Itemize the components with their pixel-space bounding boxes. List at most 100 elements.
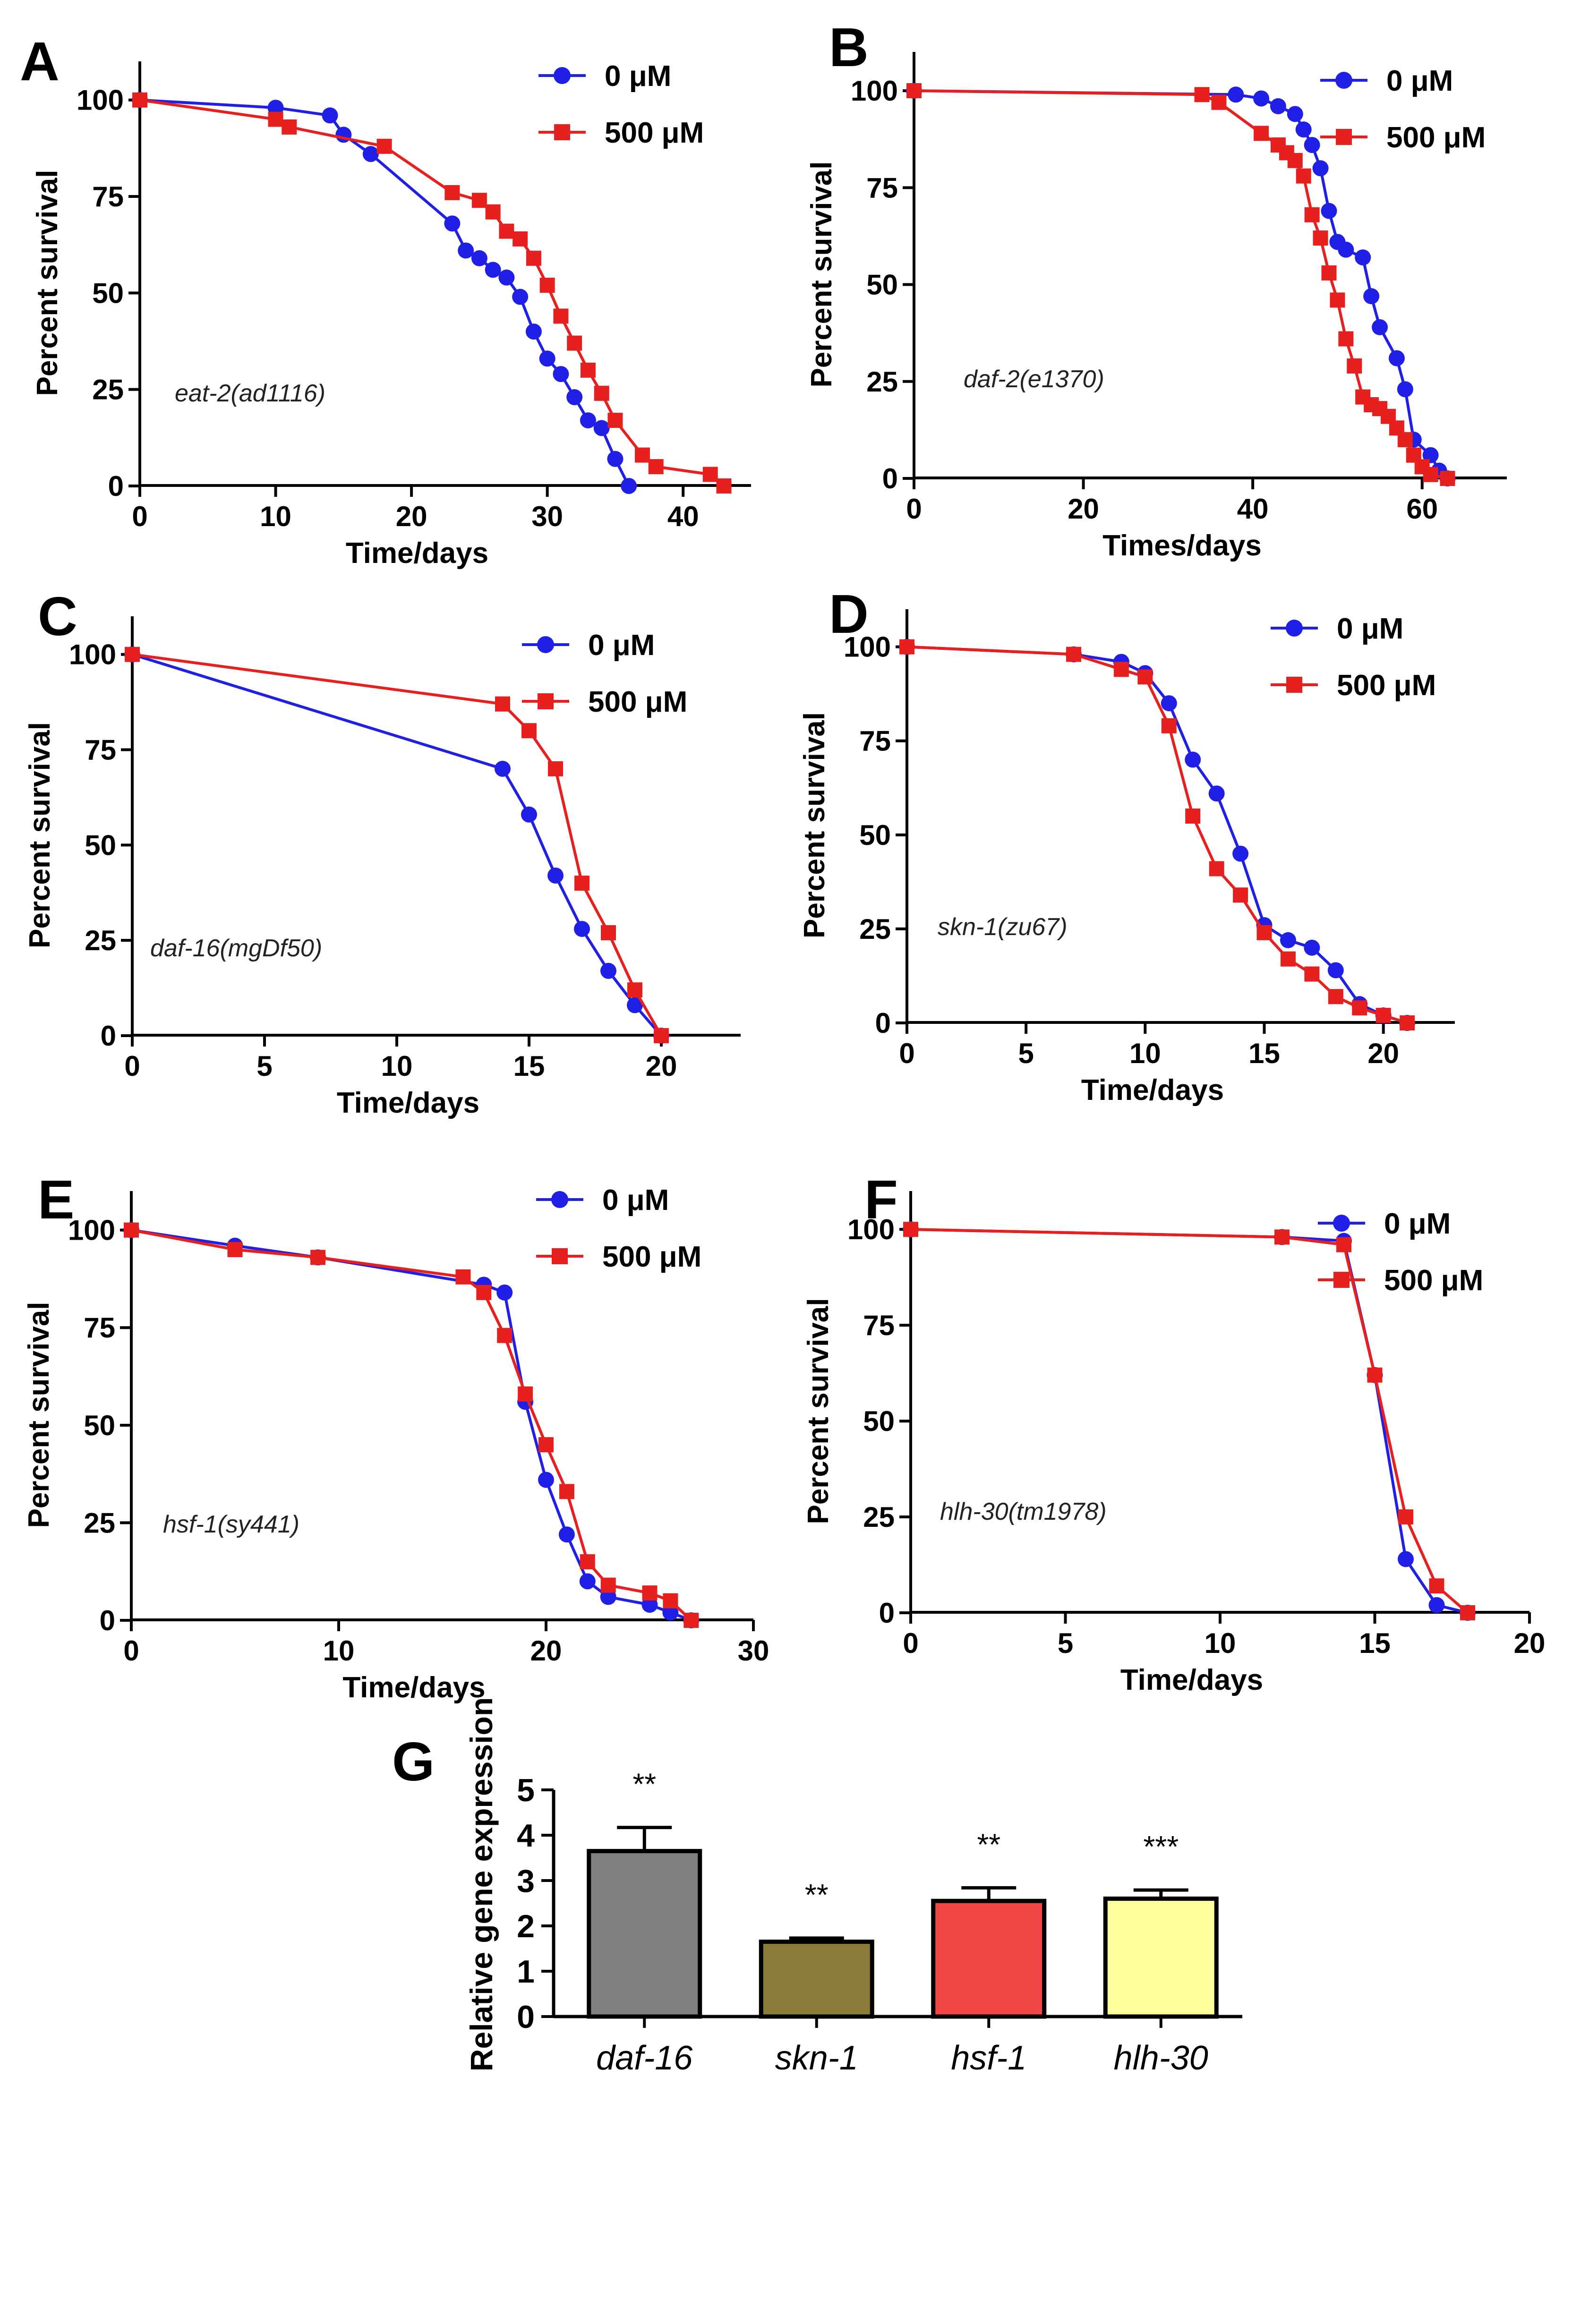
data-point: [485, 204, 501, 220]
x-tick-label: 40: [667, 501, 699, 532]
y-tick-label: 75: [863, 1310, 895, 1341]
legend-label: 0 μM: [1386, 65, 1453, 97]
data-point: [683, 1613, 699, 1628]
legend-marker: [554, 67, 571, 84]
y-tick-label: 25: [859, 913, 891, 945]
y-tick-label: 100: [851, 75, 898, 107]
data-point: [1256, 925, 1272, 940]
series-treated: [124, 1222, 699, 1628]
data-point: [1208, 785, 1225, 802]
x-axis-title: Time/days: [346, 537, 488, 570]
data-point: [1209, 861, 1224, 877]
category-label: hlh-30: [1114, 2039, 1208, 2077]
panel-c: C 0 25 50 75 100 0 5 10 15 20 Percent survival Time/…: [24, 586, 741, 1119]
y-tick-label: 25: [85, 925, 116, 956]
data-point: [547, 867, 564, 884]
legend-label: 500 μM: [1337, 669, 1436, 702]
data-point: [1161, 695, 1177, 712]
data-point: [553, 308, 569, 324]
data-point: [1330, 292, 1345, 308]
data-point: [1460, 1605, 1475, 1620]
y-tick-label: 50: [863, 1405, 895, 1437]
data-point: [458, 242, 474, 259]
legend: 0 μM 500 μM: [522, 629, 687, 718]
x-axis-title: Time/days: [1081, 1074, 1224, 1107]
data-point: [376, 138, 392, 154]
x-tick-label: 10: [1205, 1627, 1236, 1659]
y-tick-label: 75: [866, 172, 898, 204]
data-point: [526, 250, 541, 266]
y-tick-label: 0: [517, 1999, 535, 2035]
strain-label: hsf-1(sy441): [163, 1511, 299, 1538]
x-tick-label: 0: [124, 1050, 140, 1082]
legend-marker: [1333, 1215, 1350, 1232]
x-tick-label: 20: [1367, 1038, 1399, 1069]
panel-letter: E: [38, 1169, 74, 1230]
data-point: [1321, 265, 1337, 281]
data-point: [124, 1222, 139, 1238]
legend-marker: [1286, 620, 1303, 637]
data-point: [495, 696, 510, 712]
x-tick-label: 20: [396, 501, 427, 532]
panel-f: F 0 25 50 75 100 0 5 10 15 20 Percent survival Time/…: [802, 1169, 1545, 1696]
legend-label: 0 μM: [1337, 613, 1403, 645]
data-point: [548, 761, 563, 776]
data-point: [1233, 887, 1248, 903]
y-axis-title: Percent survival: [805, 161, 838, 387]
y-tick-label: 50: [85, 829, 116, 861]
data-point: [716, 478, 732, 494]
data-point: [1304, 137, 1320, 153]
panel-g: G 0 1 2 3 4 5 Relative gene expression ** daf-16 *…: [392, 1697, 1242, 2077]
x-tick-label: 30: [531, 501, 563, 532]
data-point: [1304, 207, 1320, 222]
data-point: [1338, 331, 1354, 347]
data-point: [1367, 1367, 1383, 1383]
data-point: [499, 223, 514, 239]
data-point: [567, 335, 582, 351]
data-point: [1397, 381, 1413, 398]
legend-label: 0 μM: [1384, 1208, 1451, 1240]
y-tick-label: 25: [92, 374, 124, 406]
data-point: [553, 366, 569, 382]
bar-hsf-1: [931, 1898, 1047, 2019]
data-point: [1270, 98, 1286, 114]
data-point: [1254, 126, 1269, 141]
data-point: [558, 1526, 575, 1543]
data-point: [1185, 751, 1201, 768]
y-tick-label: 5: [517, 1772, 535, 1808]
series-treated: [125, 647, 669, 1043]
data-point: [580, 362, 596, 378]
x-tick-label: 15: [513, 1050, 545, 1082]
x-axis-title: Time/days: [342, 1671, 485, 1704]
data-point: [1295, 121, 1312, 138]
legend-label: 0 μM: [602, 1184, 669, 1217]
legend-label: 0 μM: [605, 60, 671, 93]
significance-label: **: [632, 1767, 656, 1801]
y-tick-label: 4: [517, 1818, 535, 1854]
y-tick-label: 1: [517, 1954, 535, 1990]
y-tick-label: 2: [517, 1908, 535, 1944]
data-point: [574, 920, 590, 937]
panel-letter: F: [864, 1169, 898, 1230]
y-tick-label: 0: [108, 470, 124, 502]
data-point: [1313, 230, 1328, 246]
data-point: [641, 1596, 658, 1613]
y-tick-label: 50: [84, 1410, 115, 1441]
legend-marker: [1333, 1272, 1350, 1288]
data-point: [1422, 447, 1439, 463]
series-treated: [132, 92, 732, 494]
x-axis-title: Time/days: [1120, 1664, 1263, 1696]
x-tick-label: 10: [323, 1635, 355, 1667]
y-tick-label: 100: [844, 631, 891, 663]
x-tick-label: 20: [1068, 493, 1099, 525]
panel-letter: G: [392, 1731, 435, 1792]
y-axis-title: Percent survival: [23, 1302, 55, 1528]
data-point: [600, 1577, 616, 1593]
data-point: [476, 1285, 492, 1300]
series-control: [123, 1222, 700, 1628]
data-point: [654, 1028, 669, 1043]
y-tick-label: 0: [100, 1605, 115, 1636]
data-point: [1211, 94, 1227, 110]
data-point: [1185, 809, 1201, 824]
y-tick-label: 25: [84, 1507, 115, 1539]
